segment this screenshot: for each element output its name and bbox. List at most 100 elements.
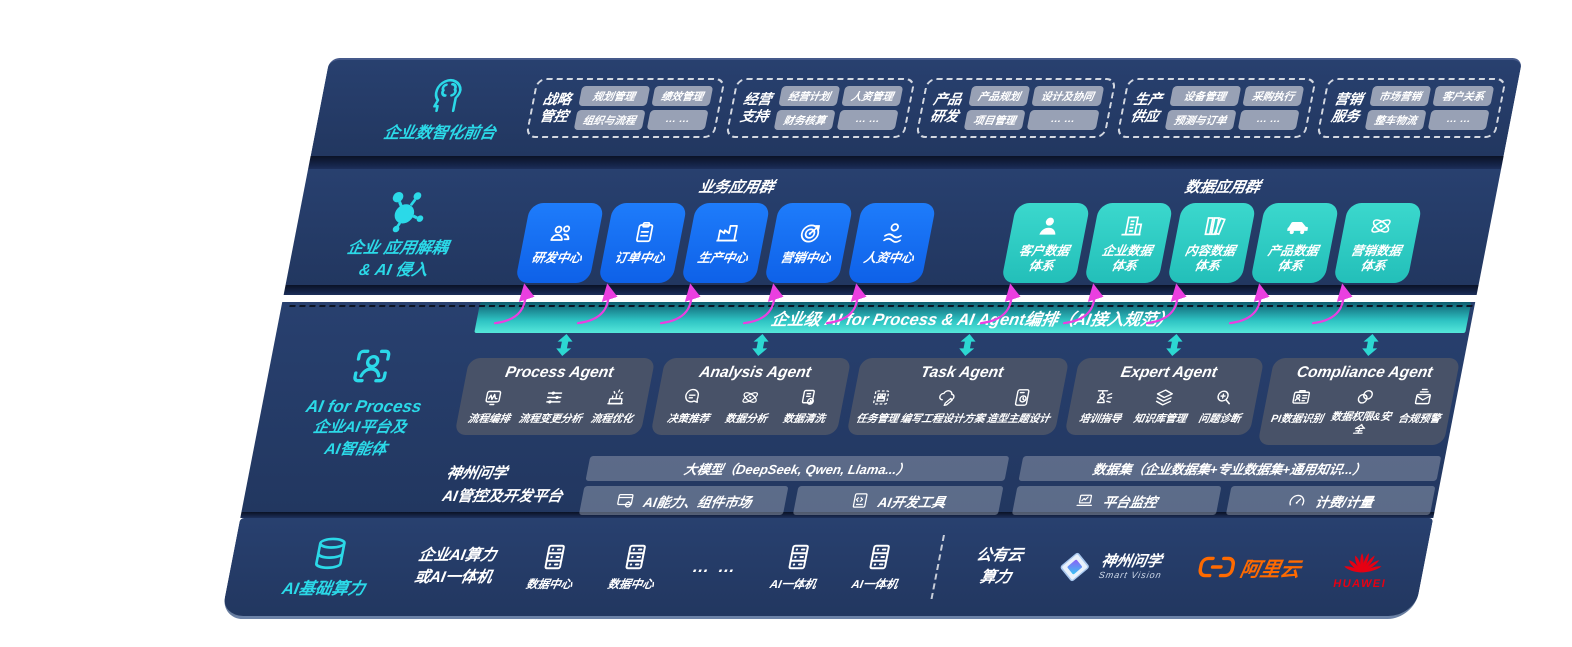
server-icon (780, 542, 816, 572)
agent-item: 知识库管理 (1132, 387, 1192, 426)
group-product: 产品 研发 产品规划 设计及协同 项目管理 … … (915, 78, 1117, 138)
atom-icon (1366, 213, 1397, 239)
data-group-title: 数据应用群 (1183, 179, 1262, 196)
atom-icon (738, 387, 763, 408)
task-grid-icon (869, 387, 894, 408)
ai-dev-tools: AI开发工具 (793, 486, 1003, 516)
agent-item: 造型主题设计 (986, 387, 1057, 426)
dataset-bar: 数据集（企业数据集+专业数据集+通用知识...） (1017, 456, 1442, 482)
app-layer-title-2: & AI 侵入 (357, 262, 430, 280)
double-arrow-icon (556, 334, 573, 356)
infra-layer-band: AI基础算力 企业AI算力 或AI一体机 数据中心 数据中心 … … AI一体机 … (220, 518, 1434, 619)
app-layer-label-block: 企业 应用解耦 & AI 侵入 (286, 176, 517, 285)
double-arrow-icon (1166, 334, 1183, 356)
chip: 整车物流 (1364, 110, 1427, 130)
public-cloud-label: 公有云 算力 (974, 547, 1025, 586)
front-layer-label-block: 企业数智化前台 (368, 74, 521, 143)
user-icon (1034, 213, 1065, 239)
group-name: 营销 服务 (1329, 91, 1365, 124)
agent-item: 流程变更分析 (518, 387, 589, 426)
front-layer-title: 企业数智化前台 (382, 124, 498, 142)
diagram-canvas: 企业数智化前台 战略 管控 规划管理 绩效管理 组织与流程 … … 经营 支持 经营… (211, 58, 1523, 619)
group-name: 经营 支持 (738, 91, 774, 124)
monitor-wave-icon (481, 387, 506, 408)
brain-head-icon (422, 74, 472, 116)
chip: 设计及协同 (1031, 86, 1104, 106)
building-icon (1117, 213, 1148, 239)
tablet-clock-icon (1010, 387, 1035, 408)
band-shadow (308, 156, 1504, 169)
server-icon (618, 542, 654, 572)
ai-layer-title-en: AI for Process (304, 397, 424, 416)
front-layer-band: 企业数智化前台 战略 管控 规划管理 绩效管理 组织与流程 … … 经营 支持 经营… (310, 58, 1523, 156)
smartvision-diamond-icon (1060, 552, 1089, 582)
group-marketing: 营销 服务 市场营销 客户关系 整车物流 … … (1316, 78, 1507, 138)
huawei-logo: HUAWEI (1332, 544, 1394, 590)
chip: 人资管理 (841, 86, 904, 106)
dashed-separator (289, 305, 1473, 307)
agent-item: 数据权限&安全 (1324, 387, 1400, 436)
chip: 绩效管理 (651, 86, 714, 106)
target-icon (795, 220, 826, 246)
cloud-pen-icon (934, 387, 959, 408)
agent-item: 数据清洗 (782, 387, 832, 426)
server-datacenter-2: 数据中心 (606, 542, 662, 592)
id-card-icon (1289, 387, 1314, 408)
clipboard-icon (629, 220, 660, 246)
sliders-icon (542, 387, 567, 408)
infra-layer-label-block: AI基础算力 (269, 535, 387, 599)
car-icon (1283, 213, 1314, 239)
business-group-title: 业务应用群 (697, 179, 776, 196)
machine-spark-icon (603, 387, 628, 408)
ai-capability-market: AI能力、组件市场 (578, 486, 789, 516)
double-arrow-icon (752, 334, 769, 356)
agent-item: 数据分析 (724, 387, 774, 426)
chip: 规划管理 (577, 86, 651, 106)
layers-icon (1152, 387, 1177, 408)
doc-code-icon (848, 491, 871, 510)
server-datacenter-1: 数据中心 (525, 542, 581, 592)
band-shadow (283, 285, 1479, 295)
server-icon (537, 542, 573, 572)
vertical-dashed-divider (930, 535, 945, 599)
platform-row: 神州问学 AI管控及开发平台 大模型（DeepSeek, Qwen, Llama.… (439, 456, 1442, 516)
diagnose-icon (1211, 387, 1236, 408)
gauge-icon (1286, 491, 1309, 510)
task-agent-card: Task Agent 任务管理 编写工程设计方案 造型主题设计 (845, 358, 1069, 435)
ai-layer-title-2: 企业AI平台及 (311, 419, 409, 436)
group-strategy: 战略 管控 规划管理 绩效管理 组织与流程 … … (524, 78, 726, 138)
enterprise-compute-label: 企业AI算力 或AI一体机 (412, 547, 498, 586)
model-stack: 大模型（DeepSeek, Qwen, Llama...） AI能力、组件市场 … (578, 456, 1009, 516)
card-enterprise-data: 企业数据 体系 (1083, 203, 1174, 283)
chip: 采购执行 (1242, 86, 1305, 106)
database-icon (308, 535, 353, 573)
laptop-chart-icon (1073, 491, 1096, 510)
double-arrow-icon (959, 334, 976, 356)
card-rd-center: 研发中心 (514, 203, 605, 283)
chip: … … (1427, 110, 1490, 130)
chip: 项目管理 (963, 110, 1026, 130)
agent-item: 任务管理 (855, 387, 905, 426)
agent-item: 编写工程设计方案 (899, 387, 991, 426)
card-marketing-center: 营销中心 (763, 203, 854, 283)
team-icon (546, 220, 577, 246)
expert-agent-card: Expert Agent 培训指导 知识库管理 问题诊断 (1063, 358, 1265, 435)
chip: 财务核算 (773, 110, 836, 130)
chat-head-icon (680, 387, 705, 408)
server-ai-appliance-1: AI一体机 (768, 542, 824, 592)
dataset-stack: 数据集（企业数据集+专业数据集+通用知识...） 平台监控 计费/计量 (1011, 456, 1442, 516)
model-bar: 大模型（DeepSeek, Qwen, Llama...） (585, 456, 1009, 482)
agent-item: 合规预警 (1397, 387, 1447, 426)
ai-layer-label-block: AI for Process 企业AI平台及 AI智能体 (273, 344, 456, 460)
molecule-icon (377, 188, 432, 234)
window-gear-icon (614, 491, 637, 510)
books-icon (1200, 213, 1231, 239)
business-app-group: 业务应用群 研发中心 订单中心 (493, 176, 947, 325)
agent-item: 问题诊断 (1197, 387, 1247, 426)
person-wave-icon (878, 220, 909, 246)
data-app-group: 数据应用群 客户数据 体系 企业数据 体系 (979, 176, 1431, 325)
card-customer-data: 客户数据 体系 (1000, 203, 1091, 283)
app-layer-title-1: 企业 应用解耦 (345, 240, 450, 257)
ai-layer-band: AI for Process 企业AI平台及 AI智能体 企业级 AI for P… (241, 302, 1476, 516)
app-layer-band: 企业 应用解耦 & AI 侵入 业务应用群 研发中心 订单中心 (285, 169, 1502, 325)
